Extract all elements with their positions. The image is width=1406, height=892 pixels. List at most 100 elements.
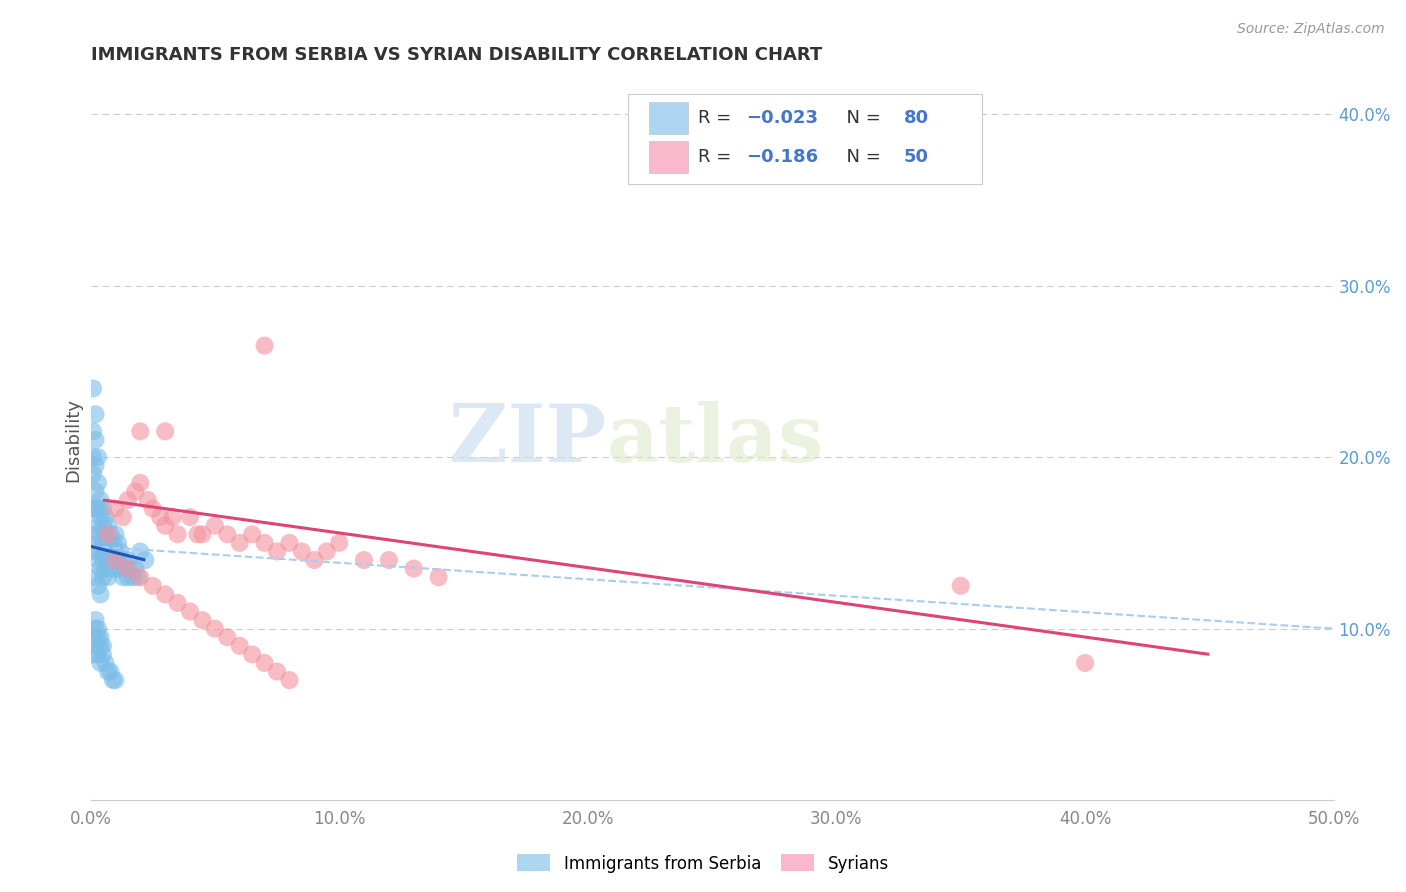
- Point: [117, 561, 139, 575]
- Point: [111, 570, 134, 584]
- Point: [153, 425, 176, 439]
- Point: [97, 665, 120, 679]
- Point: [240, 527, 263, 541]
- Point: [240, 648, 263, 662]
- Text: −0.023: −0.023: [745, 109, 818, 127]
- Point: [89, 527, 111, 541]
- Point: [228, 639, 250, 653]
- Point: [91, 518, 114, 533]
- Point: [315, 544, 337, 558]
- Point: [84, 639, 107, 653]
- Point: [111, 553, 134, 567]
- Point: [191, 613, 214, 627]
- Point: [82, 467, 104, 482]
- Text: ZIP: ZIP: [450, 401, 606, 479]
- Point: [129, 544, 152, 558]
- Point: [136, 493, 159, 508]
- Point: [91, 639, 114, 653]
- Point: [82, 501, 104, 516]
- Point: [110, 561, 132, 575]
- Point: [353, 553, 375, 567]
- Point: [100, 665, 122, 679]
- Point: [378, 553, 401, 567]
- Point: [87, 579, 110, 593]
- Point: [104, 673, 127, 687]
- Text: N =: N =: [835, 148, 887, 166]
- Point: [117, 493, 139, 508]
- Point: [127, 570, 149, 584]
- Point: [91, 501, 114, 516]
- Point: [129, 570, 152, 584]
- Point: [166, 596, 188, 610]
- FancyBboxPatch shape: [627, 94, 981, 184]
- Point: [101, 673, 124, 687]
- Point: [89, 544, 111, 558]
- Point: [87, 648, 110, 662]
- Point: [82, 630, 104, 644]
- Point: [162, 510, 184, 524]
- Point: [97, 536, 120, 550]
- Text: R =: R =: [699, 109, 737, 127]
- Point: [84, 458, 107, 473]
- FancyBboxPatch shape: [648, 102, 689, 134]
- Point: [89, 630, 111, 644]
- Point: [101, 536, 124, 550]
- Point: [94, 544, 117, 558]
- Point: [304, 553, 326, 567]
- Point: [253, 536, 276, 550]
- Point: [129, 425, 152, 439]
- Point: [97, 570, 120, 584]
- Point: [84, 544, 107, 558]
- Point: [87, 553, 110, 567]
- Y-axis label: Disability: Disability: [65, 398, 82, 482]
- Point: [278, 673, 301, 687]
- Text: Source: ZipAtlas.com: Source: ZipAtlas.com: [1237, 22, 1385, 37]
- Text: atlas: atlas: [606, 401, 824, 479]
- Point: [94, 527, 117, 541]
- Point: [117, 570, 139, 584]
- Point: [87, 475, 110, 490]
- Point: [124, 561, 146, 575]
- Point: [89, 493, 111, 508]
- Point: [89, 587, 111, 601]
- Point: [91, 570, 114, 584]
- Point: [142, 579, 165, 593]
- Point: [94, 561, 117, 575]
- Point: [87, 501, 110, 516]
- Point: [82, 382, 104, 396]
- Point: [328, 536, 350, 550]
- Point: [427, 570, 450, 584]
- Point: [153, 518, 176, 533]
- Point: [228, 536, 250, 550]
- Point: [100, 561, 122, 575]
- Point: [87, 622, 110, 636]
- Point: [111, 510, 134, 524]
- Text: −0.186: −0.186: [745, 148, 818, 166]
- Point: [104, 561, 127, 575]
- Point: [104, 527, 127, 541]
- Text: IMMIGRANTS FROM SERBIA VS SYRIAN DISABILITY CORRELATION CHART: IMMIGRANTS FROM SERBIA VS SYRIAN DISABIL…: [90, 46, 821, 64]
- Point: [84, 622, 107, 636]
- Point: [204, 518, 226, 533]
- Point: [101, 553, 124, 567]
- Point: [402, 561, 425, 575]
- Point: [124, 484, 146, 499]
- Point: [179, 510, 201, 524]
- Point: [84, 613, 107, 627]
- Point: [84, 484, 107, 499]
- Point: [266, 544, 288, 558]
- Point: [91, 648, 114, 662]
- Point: [84, 570, 107, 584]
- Point: [84, 527, 107, 541]
- Point: [89, 510, 111, 524]
- Point: [204, 622, 226, 636]
- Point: [97, 553, 120, 567]
- Point: [97, 518, 120, 533]
- Point: [87, 536, 110, 550]
- Point: [82, 425, 104, 439]
- Point: [278, 536, 301, 550]
- Point: [100, 527, 122, 541]
- Point: [84, 407, 107, 421]
- Point: [97, 527, 120, 541]
- Point: [253, 656, 276, 670]
